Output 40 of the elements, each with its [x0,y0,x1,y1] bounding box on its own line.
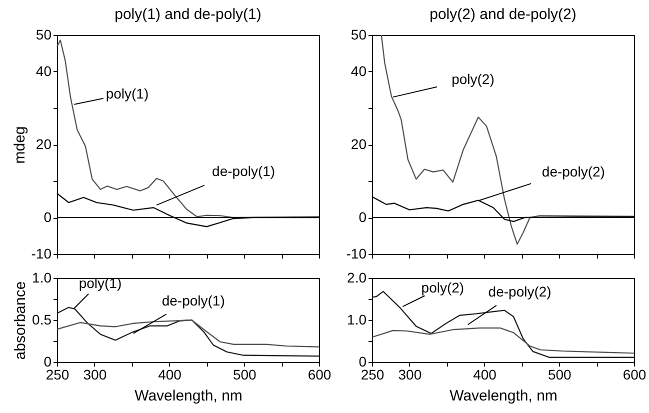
annotation: de-poly(1) [212,163,276,180]
x-tick-label: 400 [473,366,497,382]
annotation: de-poly(2) [488,284,552,300]
y-tick-label: 50 [350,26,367,42]
x-tick-label: 300 [398,366,422,382]
x-tick-label: 600 [622,366,646,382]
x-tick-label: 400 [158,366,182,382]
y-tick-label: 40 [350,63,367,79]
x-axis-title: Wavelength, nm [450,388,558,404]
x-tick-label: 500 [232,366,257,382]
y-tick-label: -10 [346,246,367,262]
y-tick-label: 0 [358,354,367,370]
annotation: poly(2) [421,280,464,296]
y-tick-label: 0 [358,209,367,225]
annotation: de-poly(2) [542,163,605,180]
x-tick-label: 600 [308,366,332,382]
y-tick-label: 40 [36,63,52,79]
y-tick-label: 0 [44,354,52,370]
y-tick-label: 20 [350,136,367,152]
x-tick-label: 250 [46,366,70,382]
y-tick-label: 50 [36,26,52,42]
y-tick-label: 1.0 [347,312,367,328]
annotation: poly(2) [452,71,494,88]
y-tick-label: 0 [44,209,52,225]
annotation: poly(1) [78,275,122,292]
annotation: de-poly(1) [162,292,225,308]
x-tick-label: 300 [83,366,107,382]
y-axis-title: absorbance [12,281,30,360]
y-tick-label: -10 [31,246,52,262]
y-tick-label: 1.0 [32,270,52,286]
x-tick-label: 500 [548,366,572,382]
x-tick-label: 250 [360,366,384,382]
y-tick-label: 0.5 [32,312,52,328]
chart-title: poly(2) and de-poly(2) [430,6,576,23]
y-tick-label: 20 [36,136,52,152]
chart-title: poly(1) and de-poly(1) [114,6,262,23]
y-axis-title: mdeg [11,126,28,164]
annotation: poly(1) [106,85,149,102]
x-axis-title: Wavelength, nm [134,388,242,404]
y-tick-label: 2.0 [347,270,367,286]
